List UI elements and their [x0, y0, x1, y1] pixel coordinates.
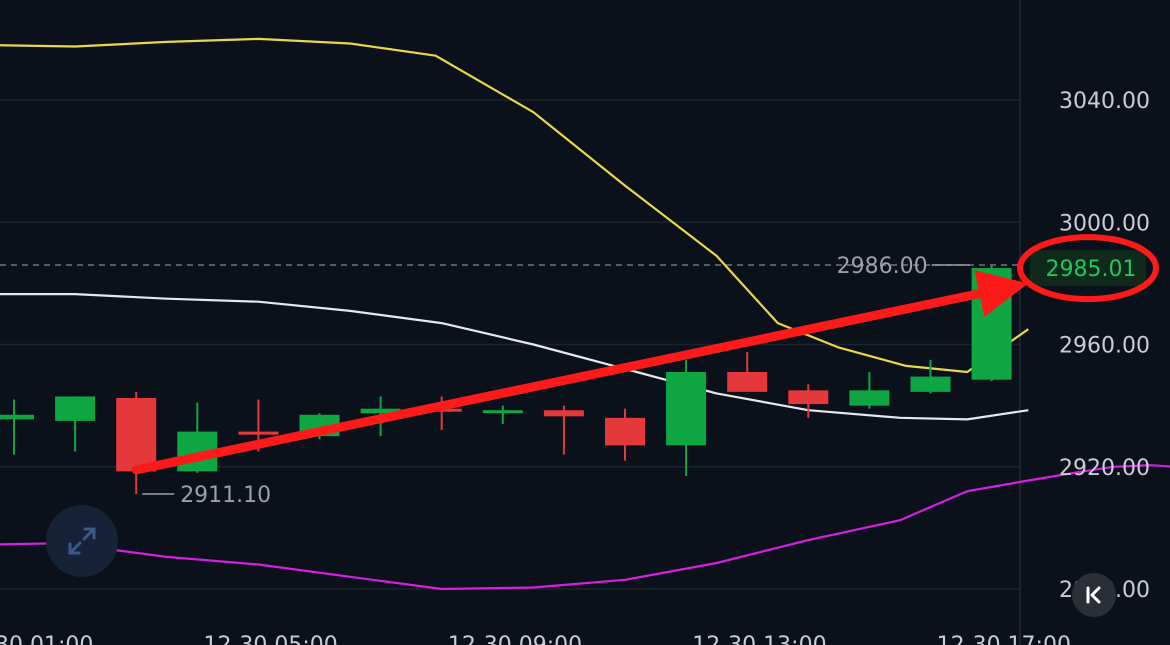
candle-body — [788, 390, 829, 405]
candle-body — [55, 396, 96, 421]
x-tick-label: 12-30 05:00 — [203, 633, 337, 645]
candle-body — [727, 372, 768, 392]
x-tick-label: 12-30 13:00 — [692, 633, 826, 645]
upper-band-line — [0, 37, 1029, 374]
x-tick-label: 12-30 01:00 — [0, 633, 93, 645]
middle-band-line — [0, 293, 1029, 421]
candles — [0, 265, 1012, 494]
trend-arrow-shaft — [131, 289, 984, 475]
candle-body — [116, 397, 157, 472]
grid-lines — [0, 99, 1020, 590]
candle-body — [482, 410, 523, 414]
candle-body — [360, 408, 401, 414]
low-price-label: 2911.10 — [180, 483, 271, 508]
current-price-label: 2985.01 — [1046, 257, 1137, 282]
trend-arrow — [131, 270, 1029, 475]
skip-to-latest-icon — [1086, 586, 1101, 604]
candle-body — [849, 390, 890, 406]
candle-body — [238, 431, 279, 435]
candle-body — [0, 414, 34, 420]
y-tick-label: 2920.00 — [1059, 456, 1150, 481]
highlight-circle — [1017, 234, 1159, 303]
y-tick-label: 2960.00 — [1059, 334, 1150, 359]
y-tick-label: 3040.00 — [1059, 89, 1150, 114]
expand-chart-button[interactable] — [46, 505, 118, 577]
y-tick-label: 3000.00 — [1059, 211, 1150, 236]
lower-band-line — [0, 464, 1170, 591]
candle-body — [543, 410, 584, 417]
skip-to-latest-button[interactable] — [1072, 573, 1116, 617]
trend-arrow-head — [974, 270, 1029, 318]
high-price-label: 2986.00 — [837, 254, 928, 279]
x-tick-label: 12-30 09:00 — [448, 633, 582, 645]
candle-body — [666, 372, 707, 446]
bollinger-bands — [0, 37, 1170, 591]
x-tick-label: 12-30 17:00 — [937, 633, 1071, 645]
x-axis-ticks: 12-30 01:00 12-30 05:00 12-30 09:00 12-30 1… — [0, 633, 1071, 645]
expand-arrows-icon — [68, 527, 96, 555]
candle-body — [605, 417, 645, 446]
candle-body — [910, 376, 951, 392]
current-price-tag — [1030, 250, 1146, 287]
